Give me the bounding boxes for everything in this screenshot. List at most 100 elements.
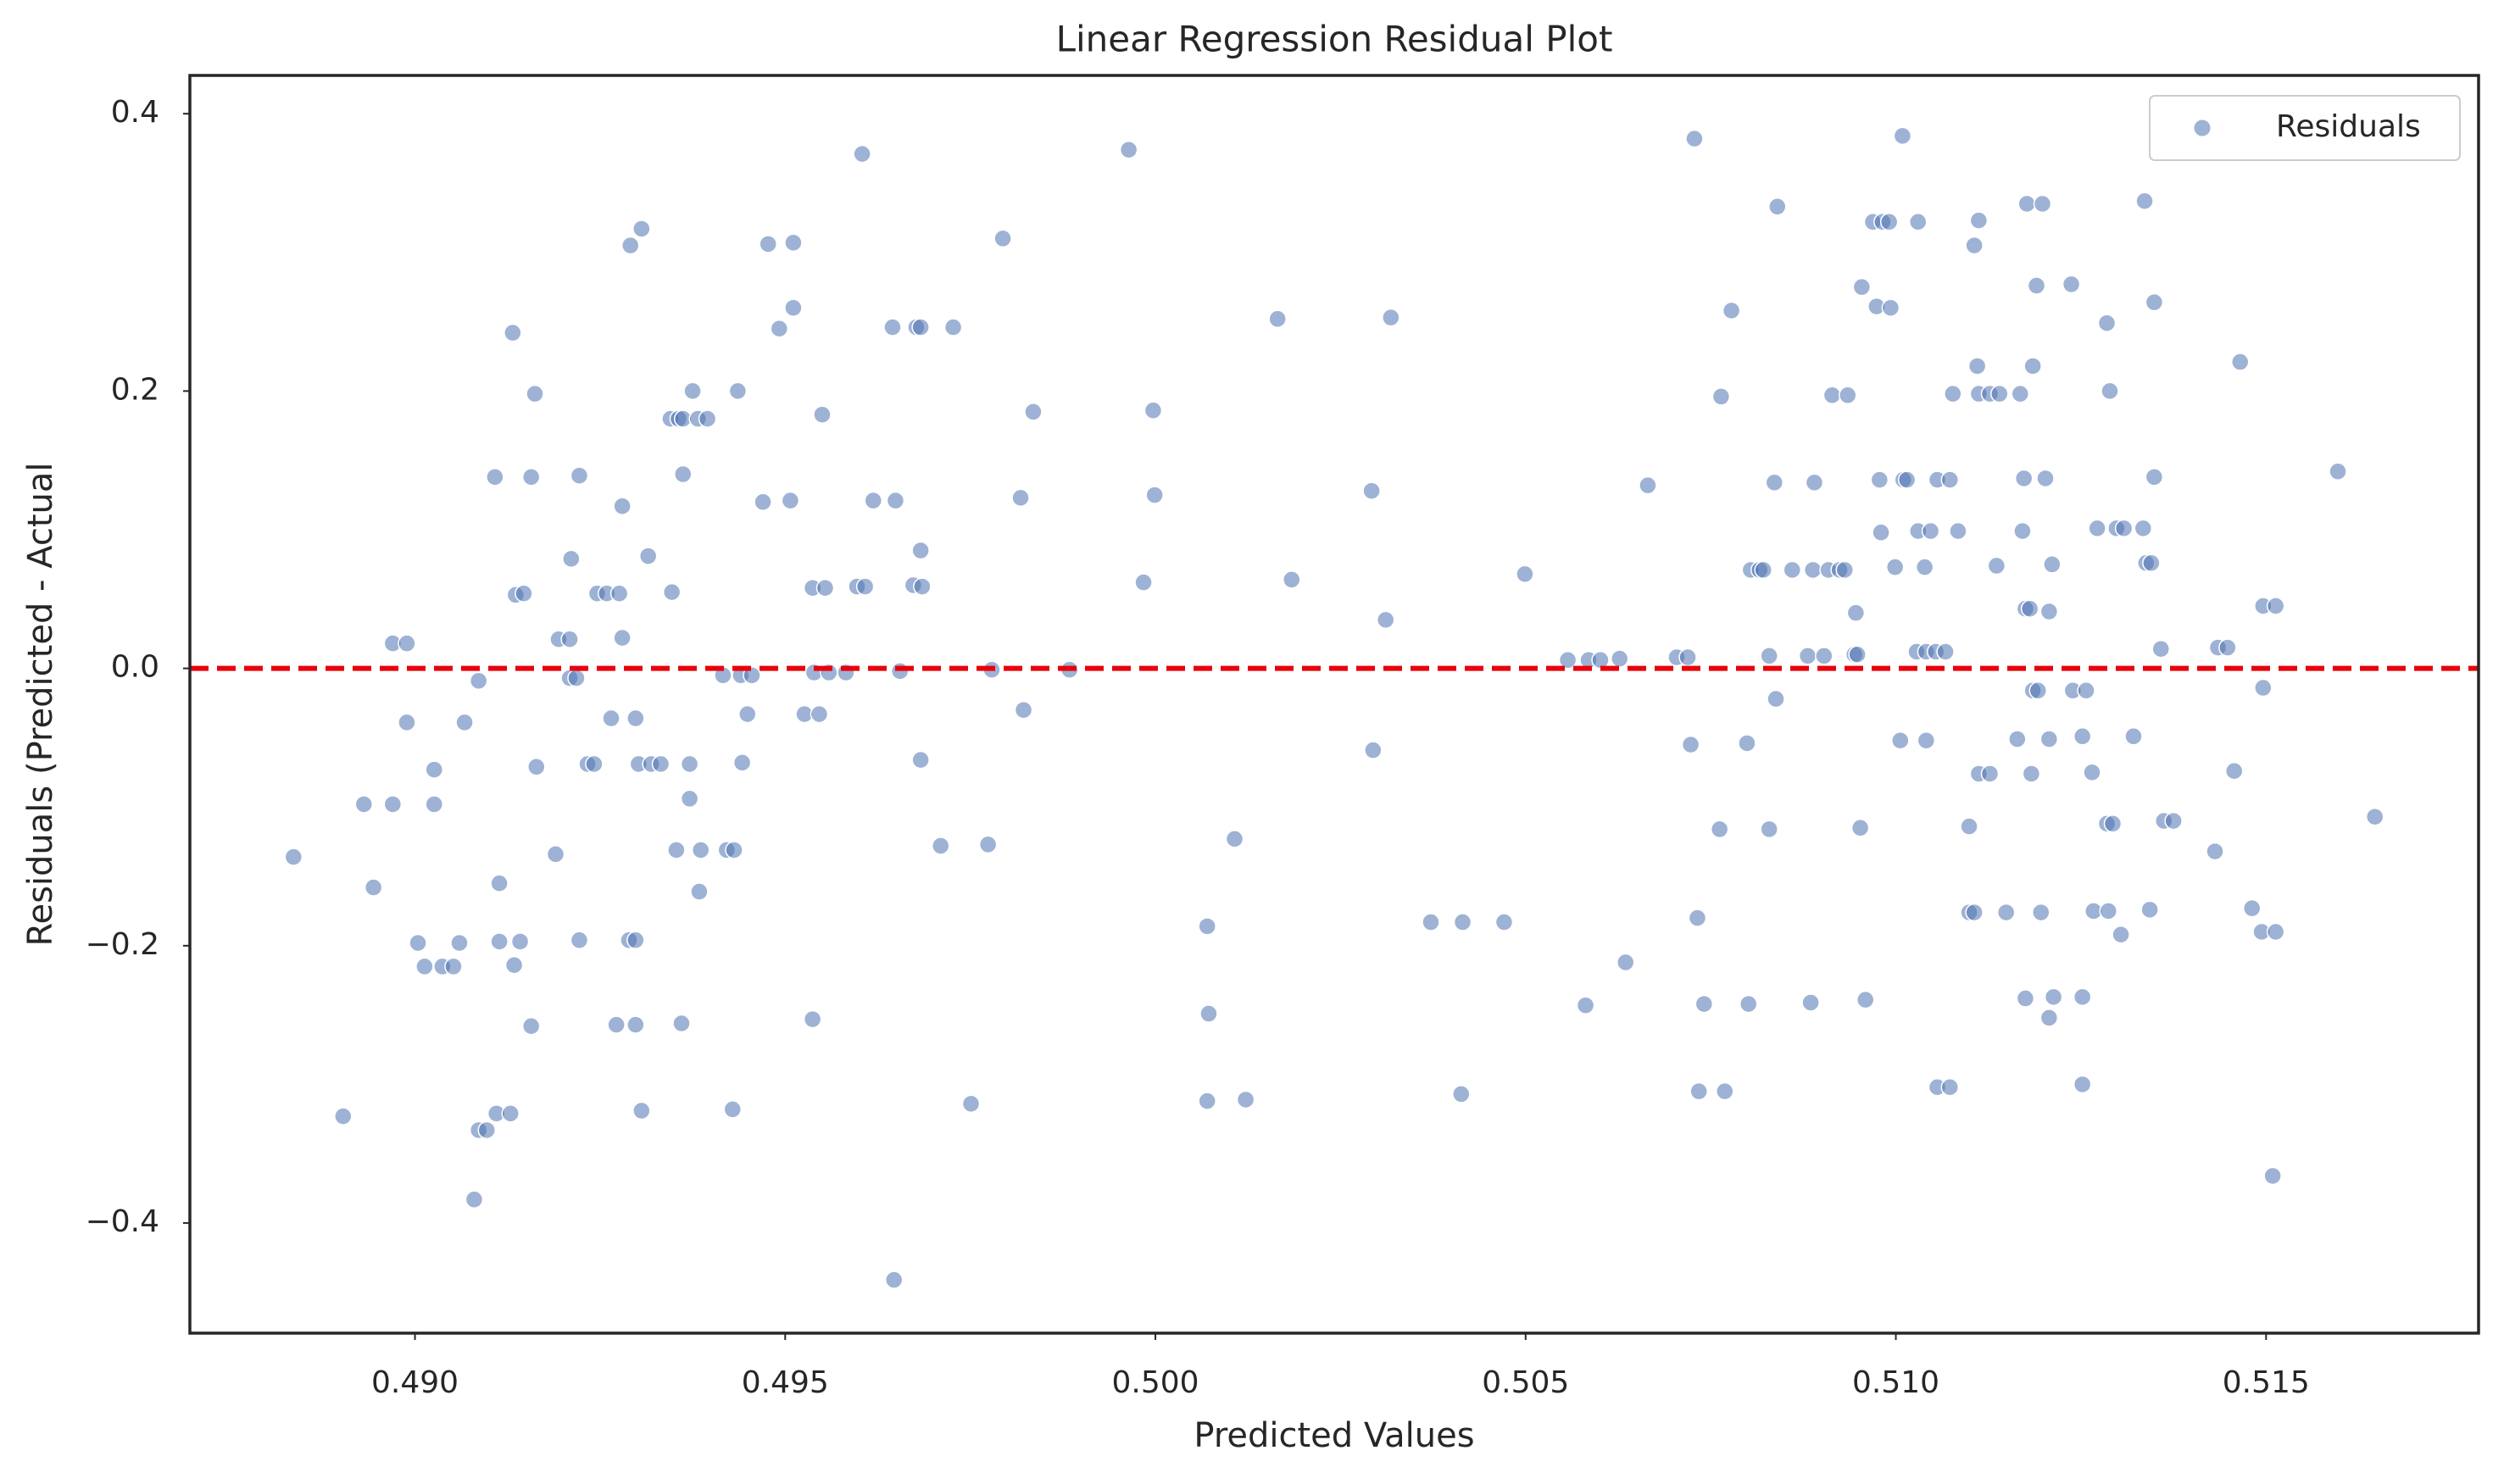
- point: [2224, 761, 2244, 781]
- point: [632, 220, 651, 238]
- y-tick-label: −0.4: [86, 1204, 159, 1239]
- x-tick-label: 0.510: [1852, 1365, 1939, 1400]
- point: [1848, 645, 1867, 664]
- point: [943, 318, 963, 336]
- point: [1616, 953, 1635, 972]
- point: [2032, 903, 2050, 922]
- point: [490, 932, 509, 951]
- point: [1558, 651, 1578, 670]
- point: [698, 409, 717, 428]
- point: [1452, 1085, 1471, 1103]
- legend-label: Residuals: [2276, 109, 2421, 144]
- series: [284, 126, 2384, 1289]
- point: [444, 957, 463, 976]
- point: [1382, 308, 1400, 327]
- point: [1760, 647, 1778, 665]
- point: [1688, 909, 1707, 927]
- point: [672, 1014, 691, 1033]
- point: [728, 381, 748, 401]
- point: [680, 754, 699, 774]
- x-tick-label: 0.490: [371, 1365, 459, 1400]
- point: [1891, 731, 1910, 750]
- point: [2028, 681, 2048, 700]
- point: [1011, 488, 1030, 508]
- point: [1765, 473, 1784, 492]
- point: [1936, 642, 1955, 661]
- point: [570, 466, 589, 485]
- point: [2140, 900, 2159, 920]
- point: [2151, 639, 2171, 659]
- point: [2020, 599, 2039, 619]
- point: [2039, 1009, 2059, 1027]
- point: [864, 491, 882, 510]
- point: [1694, 994, 1714, 1014]
- point: [515, 584, 533, 603]
- point: [632, 1101, 651, 1120]
- point: [680, 789, 699, 809]
- point: [1689, 1081, 1708, 1101]
- point: [1453, 913, 1472, 931]
- point: [527, 758, 546, 776]
- point: [725, 841, 743, 859]
- point: [570, 931, 589, 950]
- point: [913, 577, 932, 596]
- point: [1915, 558, 1934, 576]
- point: [626, 931, 645, 950]
- x-tick-label: 0.500: [1112, 1365, 1199, 1400]
- point: [638, 547, 658, 565]
- point: [585, 754, 604, 774]
- point: [1803, 560, 1822, 580]
- point: [1960, 817, 1978, 836]
- point: [1940, 470, 1960, 489]
- point: [602, 709, 620, 728]
- point: [743, 666, 761, 685]
- point: [651, 754, 671, 774]
- point: [1760, 820, 1778, 839]
- point: [1987, 556, 2006, 575]
- point: [723, 1100, 743, 1119]
- point: [383, 795, 403, 814]
- y-tick-label: 0.0: [111, 650, 159, 685]
- point: [567, 669, 586, 687]
- point: [784, 298, 803, 317]
- point: [770, 320, 789, 338]
- point: [2073, 727, 2092, 746]
- point: [1852, 277, 1872, 297]
- point: [2073, 987, 2092, 1007]
- point: [2266, 922, 2285, 942]
- point: [1268, 309, 1287, 329]
- point: [2206, 842, 2224, 861]
- point: [455, 713, 474, 732]
- point: [1494, 913, 1514, 931]
- x-tick-label: 0.505: [1482, 1365, 1569, 1400]
- point: [911, 750, 930, 770]
- point: [2103, 814, 2123, 833]
- point: [1767, 689, 1785, 709]
- point: [398, 713, 416, 732]
- x-tick-label: 0.495: [742, 1365, 829, 1400]
- point: [667, 841, 686, 859]
- point: [853, 144, 871, 164]
- y-tick-label: 0.2: [111, 372, 159, 407]
- point: [465, 1190, 484, 1209]
- point: [1965, 236, 1984, 255]
- point: [2266, 597, 2285, 615]
- point: [284, 848, 303, 866]
- point: [2142, 553, 2161, 573]
- point: [1872, 523, 1890, 542]
- point: [1739, 994, 1758, 1014]
- point: [469, 671, 488, 691]
- point: [626, 709, 645, 728]
- point: [883, 318, 902, 336]
- point: [1965, 903, 1984, 922]
- x-axis-label: Predicted Values: [1194, 1416, 1474, 1455]
- point: [1716, 1081, 1734, 1101]
- point: [2013, 521, 2032, 541]
- point: [1362, 481, 1381, 500]
- point: [1846, 603, 1866, 622]
- point: [1198, 917, 1216, 936]
- point: [674, 464, 693, 484]
- point: [1885, 558, 1905, 576]
- point: [2242, 898, 2262, 918]
- point: [2329, 462, 2347, 481]
